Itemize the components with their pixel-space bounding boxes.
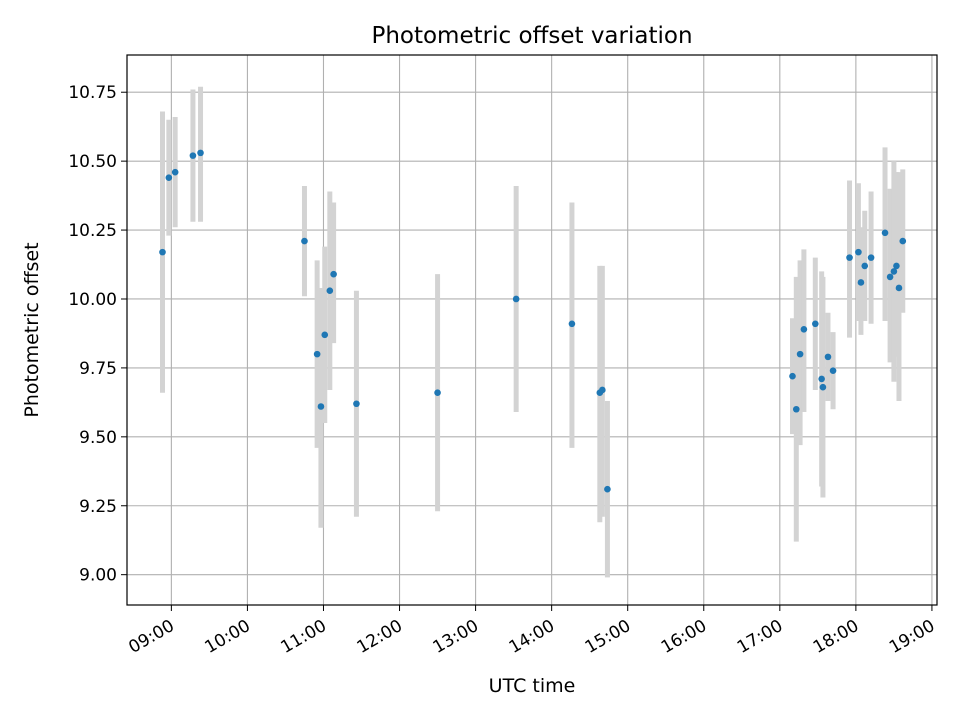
data-point bbox=[165, 174, 173, 181]
y-tick-label: 9.25 bbox=[79, 497, 117, 517]
data-point bbox=[855, 248, 862, 256]
data-point bbox=[819, 383, 827, 391]
data-point bbox=[301, 237, 308, 245]
data-point bbox=[824, 353, 832, 361]
data-point bbox=[512, 295, 520, 303]
y-tick-label: 9.50 bbox=[79, 428, 117, 448]
data-points bbox=[159, 149, 907, 493]
data-point bbox=[326, 287, 334, 295]
y-axis-ticks: 9.00 9.25 9.50 9.75 10.00 10.25 10.50 10.75 bbox=[68, 83, 127, 586]
y-tick-label: 9.00 bbox=[79, 566, 117, 586]
data-point bbox=[861, 262, 869, 270]
data-point bbox=[867, 254, 875, 261]
data-point bbox=[800, 326, 808, 333]
data-point bbox=[846, 254, 853, 261]
data-point bbox=[599, 386, 606, 394]
data-point bbox=[159, 248, 166, 256]
data-point bbox=[792, 405, 800, 413]
data-point bbox=[321, 331, 329, 339]
y-tick-label: 10.25 bbox=[68, 221, 117, 241]
y-tick-label: 10.50 bbox=[68, 152, 117, 172]
data-point bbox=[895, 284, 903, 292]
data-point bbox=[604, 485, 611, 493]
data-point bbox=[886, 273, 894, 281]
data-point bbox=[197, 149, 204, 157]
data-point bbox=[434, 389, 441, 397]
data-point bbox=[189, 152, 197, 159]
data-point bbox=[568, 320, 576, 328]
data-point bbox=[812, 320, 819, 328]
y-tick-label: 9.75 bbox=[79, 359, 117, 379]
x-axis-label: UTC time bbox=[489, 675, 576, 697]
data-point bbox=[353, 400, 360, 408]
data-point bbox=[818, 375, 825, 383]
data-point bbox=[893, 262, 900, 270]
data-point bbox=[881, 229, 889, 237]
y-tick-label: 10.75 bbox=[68, 83, 117, 103]
data-point bbox=[330, 270, 337, 278]
data-point bbox=[829, 367, 837, 374]
chart-title: Photometric offset variation bbox=[371, 23, 692, 49]
data-point bbox=[789, 372, 796, 380]
data-point bbox=[890, 268, 898, 275]
y-tick-label: 10.00 bbox=[68, 290, 117, 310]
data-point bbox=[313, 350, 321, 358]
data-point bbox=[317, 403, 325, 410]
data-point bbox=[796, 350, 804, 358]
y-axis-label: Photometric offset bbox=[21, 242, 43, 417]
data-point bbox=[899, 237, 907, 245]
plot-frame bbox=[126, 54, 938, 606]
data-point bbox=[171, 168, 179, 176]
data-point bbox=[857, 279, 865, 286]
